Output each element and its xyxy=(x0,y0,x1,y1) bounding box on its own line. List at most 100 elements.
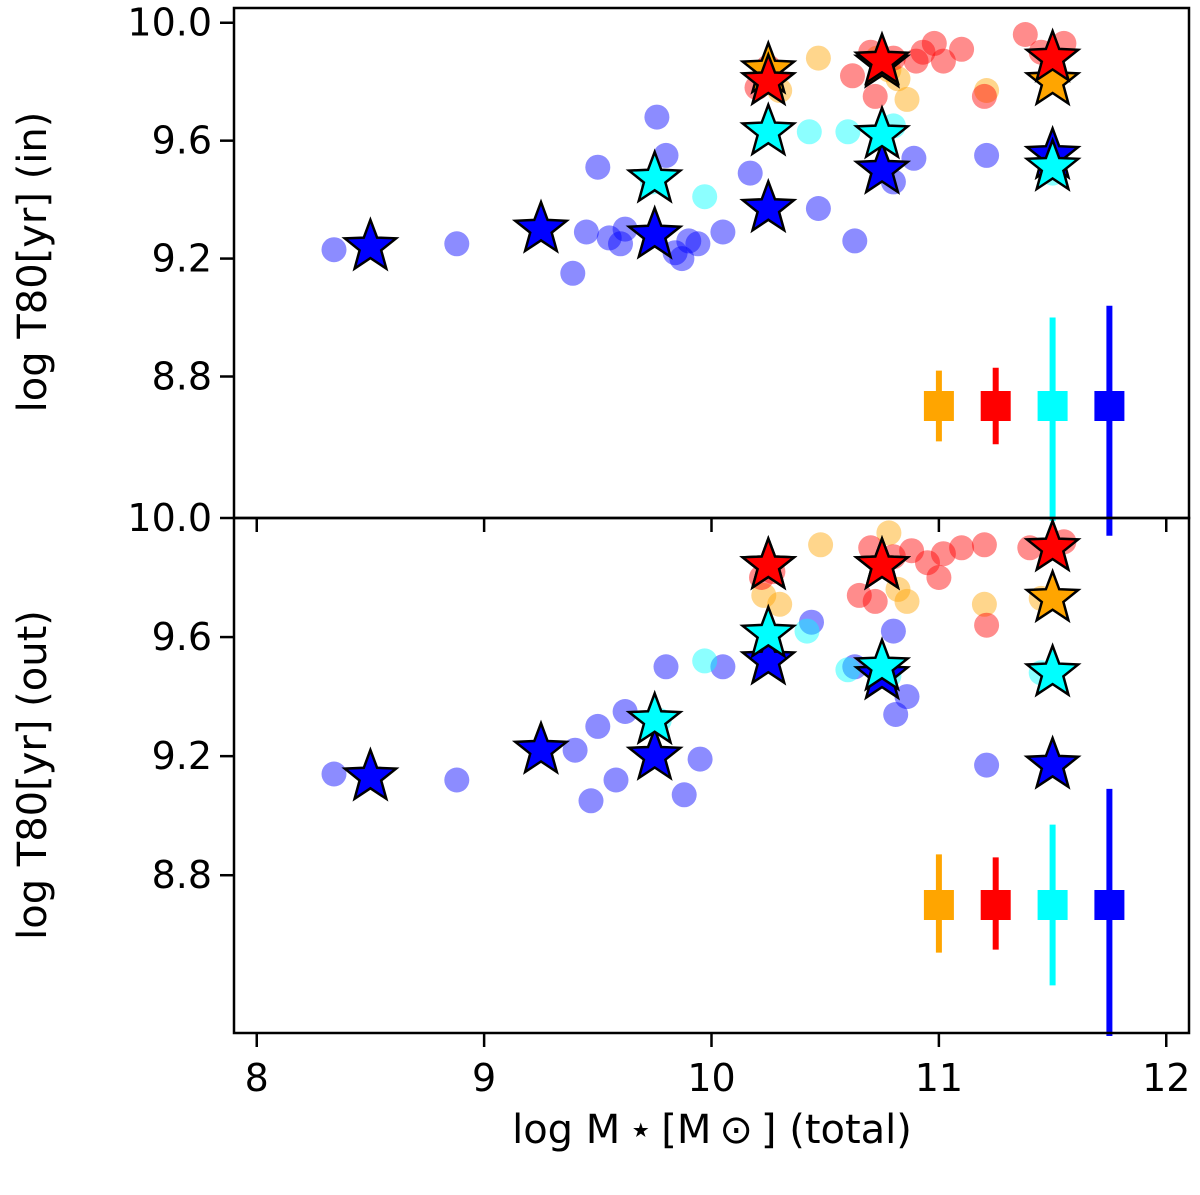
bottom-blue-point xyxy=(710,654,736,680)
top-red-median-star xyxy=(739,51,798,107)
top-plot-area xyxy=(321,22,1125,536)
top-blue-point xyxy=(901,145,927,171)
bottom-x-tick-label: 8 xyxy=(245,1056,269,1100)
bottom-cyan-point xyxy=(794,618,820,644)
top-red-point xyxy=(1012,22,1038,47)
bottom-y-axis-label: log T80[yr] (out) xyxy=(10,610,56,940)
bottom-panel: 8 9 10 11 12 8.8 9.2 9.6 10.0 log T80[yr] (out)… xyxy=(10,496,1190,1153)
bottom-blue-point xyxy=(883,702,909,727)
bottom-x-ticks: 8 9 10 11 12 xyxy=(245,1033,1190,1100)
top-blue-point xyxy=(805,196,831,221)
top-cyan-median-star xyxy=(739,101,798,157)
top-blue-point xyxy=(653,142,679,168)
bottom-red-point xyxy=(862,588,888,614)
bottom-x-tick-label: 9 xyxy=(472,1056,496,1100)
top-blue-point xyxy=(596,225,622,251)
bottom-blue-point xyxy=(562,737,588,763)
bottom-blue-point xyxy=(585,713,611,739)
bottom-blue-point xyxy=(612,699,638,724)
top-blue-median-star xyxy=(852,139,912,195)
bottom-blue-point xyxy=(880,618,906,644)
bottom-blue-point xyxy=(321,761,347,787)
top-blue-median-star xyxy=(511,198,570,254)
bottom-red-median-star xyxy=(739,535,798,591)
top-cyan-median-star xyxy=(1023,136,1082,192)
bottom-red-point xyxy=(949,535,975,561)
top-panel: 8.8 9.2 9.6 10.0 log T80[yr] (in) xyxy=(10,1,1191,536)
top-blue-errorbar-marker xyxy=(1094,391,1125,421)
top-red-point xyxy=(921,30,947,56)
top-blue-point xyxy=(321,237,347,263)
top-y-tick-label: 9.6 xyxy=(152,119,212,163)
top-orange-point xyxy=(805,45,831,71)
top-red-point xyxy=(910,39,936,65)
top-red-median-star xyxy=(1023,27,1082,83)
bottom-blue-median-star xyxy=(1023,734,1082,790)
top-blue-point xyxy=(608,231,633,257)
top-blue-median-star xyxy=(341,216,400,272)
bottom-blue-point xyxy=(603,767,629,793)
bottom-orange-point xyxy=(971,591,997,617)
bottom-red-median-star xyxy=(852,535,912,591)
top-y-ticks: 8.8 9.2 9.6 10.0 xyxy=(127,1,234,398)
bottom-red-point xyxy=(926,565,952,590)
top-blue-median-star xyxy=(625,204,684,260)
bottom-red-median-star xyxy=(1023,517,1082,573)
bottom-red-point xyxy=(915,550,940,576)
top-red-point xyxy=(930,48,956,74)
bottom-y-tick-label: 10.0 xyxy=(127,496,212,540)
bottom-blue-median-star xyxy=(511,719,570,775)
top-blue-point xyxy=(685,231,711,257)
top-y-tick-label: 9.2 xyxy=(152,237,212,281)
top-blue-point xyxy=(444,231,470,257)
bottom-plot-area xyxy=(321,517,1125,1036)
top-blue-point xyxy=(974,142,1000,168)
bottom-blue-median-star xyxy=(625,725,684,781)
bottom-blue-errorbar-marker xyxy=(1094,890,1125,920)
x-axis-label: log M ⋆ [M ⊙ ] (total) xyxy=(512,1107,912,1153)
top-blue-median-star xyxy=(739,177,798,234)
bottom-cyan-errorbar-marker xyxy=(1037,890,1068,920)
top-blue-point xyxy=(737,160,763,186)
top-orange-point xyxy=(894,86,920,112)
bottom-red-point xyxy=(971,532,997,558)
top-cyan-errorbar-marker xyxy=(1037,391,1068,421)
bottom-cyan-point xyxy=(692,648,718,674)
top-y-tick-label: 8.8 xyxy=(152,354,212,398)
bottom-y-tick-label: 8.8 xyxy=(152,853,212,897)
top-blue-point xyxy=(573,219,599,245)
top-blue-point xyxy=(560,260,586,286)
bottom-blue-point xyxy=(894,684,920,710)
bottom-orange-point xyxy=(894,588,920,614)
bottom-y-tick-label: 9.2 xyxy=(152,734,212,778)
bottom-cyan-median-star xyxy=(625,689,684,746)
bottom-red-errorbar-marker xyxy=(980,890,1011,920)
top-red-point xyxy=(862,83,888,109)
bottom-blue-median-star xyxy=(739,630,798,686)
top-orange-errorbar-marker xyxy=(923,391,954,421)
top-cyan-median-star xyxy=(625,148,684,204)
top-red-point xyxy=(840,63,865,89)
top-x-ticks xyxy=(255,518,1168,532)
top-y-tick-label: 10.0 xyxy=(127,1,212,45)
top-cyan-point xyxy=(835,119,861,145)
bottom-x-tick-label: 11 xyxy=(915,1056,963,1100)
bottom-blue-point xyxy=(671,782,697,808)
top-blue-point xyxy=(676,228,702,254)
bottom-orange-point xyxy=(767,591,793,617)
bottom-cyan-point xyxy=(835,657,861,683)
bottom-red-point xyxy=(974,612,1000,638)
bottom-blue-point xyxy=(687,746,713,772)
bottom-orange-point xyxy=(751,582,777,608)
bottom-blue-point xyxy=(578,788,604,814)
top-blue-point xyxy=(710,219,736,245)
top-orange-median-star xyxy=(1023,51,1082,107)
bottom-blue-median-star xyxy=(341,746,400,802)
bottom-x-tick-label: 10 xyxy=(687,1056,735,1100)
bottom-blue-point xyxy=(799,609,824,635)
bottom-orange-errorbar-marker xyxy=(923,890,954,920)
top-cyan-point xyxy=(796,119,822,145)
top-blue-point xyxy=(842,228,868,254)
top-red-point xyxy=(971,83,997,109)
